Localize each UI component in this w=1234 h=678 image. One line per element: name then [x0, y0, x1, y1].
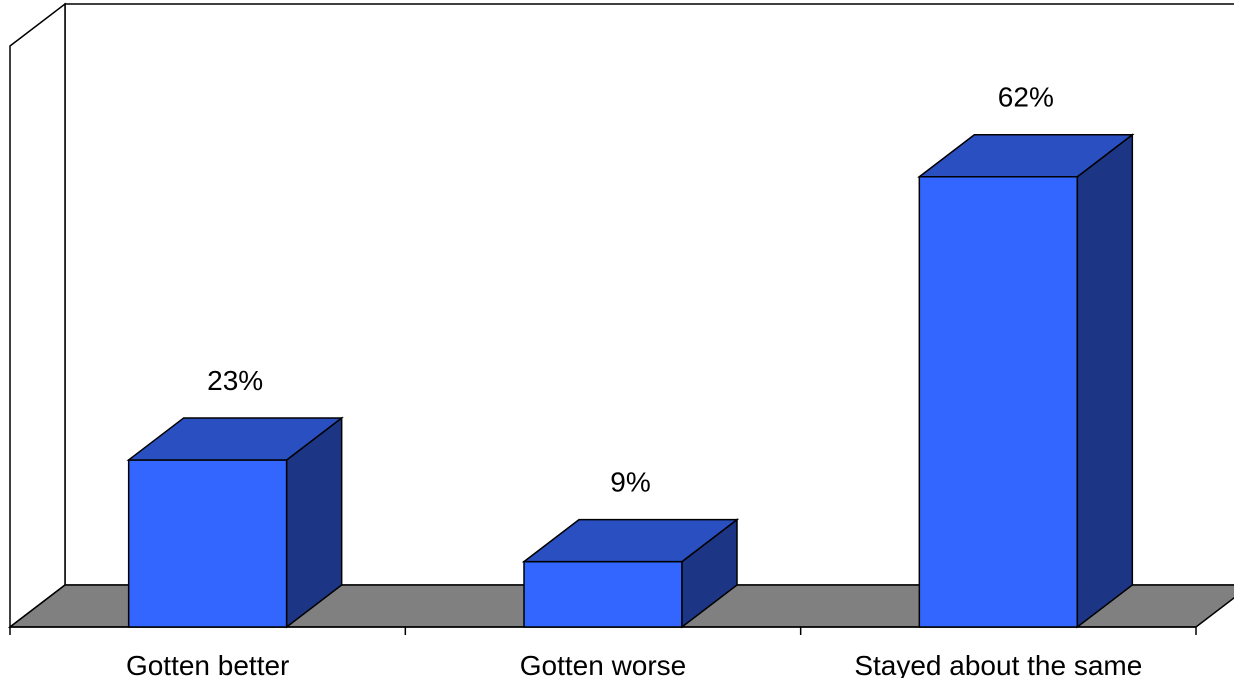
bar: [917, 133, 1135, 629]
data-label: 62%: [998, 82, 1054, 113]
bar: [521, 518, 740, 629]
category-labels-group: Gotten better Gotten worse Stayed about th…: [126, 650, 1142, 678]
x-tick-label: Stayed about the same: [854, 650, 1142, 678]
data-labels-group: 23% 9% 62%: [207, 82, 1054, 498]
bars-group: [126, 133, 1135, 629]
x-axis: [9, 626, 1197, 635]
bar-top-face: [521, 518, 740, 563]
bar-front-face: [523, 560, 683, 628]
x-tick-label: Gotten worse: [520, 650, 687, 678]
data-label: 9%: [610, 467, 650, 498]
bar-side-face: [1076, 133, 1134, 629]
side-wall: [9, 2, 66, 629]
bar-top-face: [126, 417, 344, 461]
x-tick-label: Gotten better: [126, 650, 289, 678]
bar: [126, 416, 344, 629]
bar-front-face: [127, 459, 288, 628]
bar-front-face: [918, 175, 1079, 628]
bar-top-face: [917, 133, 1135, 178]
data-label: 23%: [207, 365, 263, 396]
